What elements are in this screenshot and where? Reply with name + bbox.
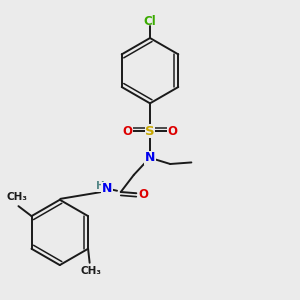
Text: O: O xyxy=(139,188,148,201)
Text: CH₃: CH₃ xyxy=(81,266,102,277)
Text: H: H xyxy=(96,182,105,191)
Text: N: N xyxy=(145,151,155,164)
Text: CH₃: CH₃ xyxy=(6,192,27,203)
Text: S: S xyxy=(145,125,155,138)
Text: O: O xyxy=(167,125,177,138)
Text: Cl: Cl xyxy=(144,15,156,28)
Text: N: N xyxy=(102,182,112,195)
Text: O: O xyxy=(123,125,133,138)
